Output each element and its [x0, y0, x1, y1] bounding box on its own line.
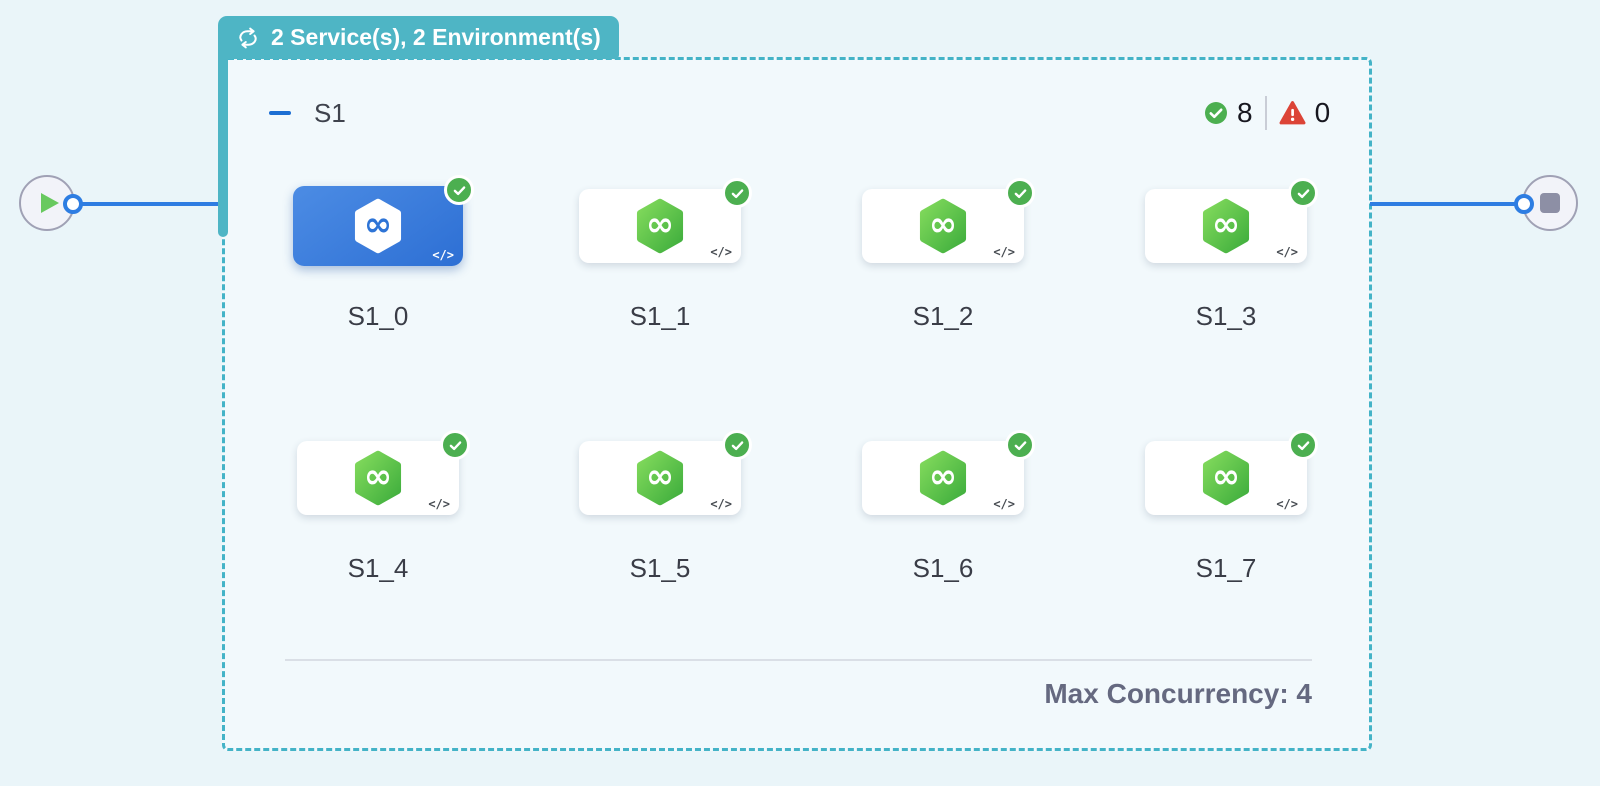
- footer-divider: [285, 659, 1312, 661]
- harness-infinity-icon: ∞: [1200, 450, 1252, 507]
- max-concurrency-label: Max Concurrency: 4: [1044, 678, 1312, 709]
- matrix-stage-container: [222, 57, 1372, 751]
- service-card-s1-4[interactable]: ∞ </> S1_4: [297, 430, 470, 583]
- stage-status-counts: 8 0: [1204, 96, 1330, 130]
- connector-line-left: [78, 202, 228, 206]
- infinity-glyph: ∞: [363, 203, 393, 244]
- count-divider: [1264, 96, 1267, 130]
- warning-triangle-icon: [1279, 100, 1306, 126]
- play-icon: [34, 191, 61, 215]
- infinity-glyph: ∞: [1211, 203, 1241, 244]
- service-card-s1-1[interactable]: ∞ </> S1_1: [579, 178, 752, 331]
- stage-name: S1: [314, 98, 346, 128]
- harness-infinity-icon: ∞: [634, 198, 686, 255]
- service-card-s1-3[interactable]: ∞ </> S1_3: [1145, 178, 1318, 331]
- code-icon: </>: [710, 245, 732, 259]
- check-circle-icon: [722, 430, 752, 460]
- badge-label: 2 Service(s), 2 Environment(s): [271, 24, 601, 50]
- infinity-glyph: ∞: [1211, 455, 1241, 496]
- code-icon: </>: [993, 497, 1015, 511]
- service-card-label: S1_1: [629, 301, 691, 331]
- service-card-box[interactable]: ∞ </>: [579, 178, 752, 263]
- service-card-box[interactable]: ∞ </>: [1145, 178, 1318, 263]
- connector-line-right: [1370, 202, 1518, 206]
- check-circle-icon: [722, 178, 752, 208]
- service-card-s1-5[interactable]: ∞ </> S1_5: [579, 430, 752, 583]
- harness-infinity-icon: ∞: [352, 198, 404, 255]
- service-card-label: S1_4: [347, 553, 409, 583]
- service-card-label: S1_2: [912, 301, 974, 331]
- service-card-s1-7[interactable]: ∞ </> S1_7: [1145, 430, 1318, 583]
- harness-infinity-icon: ∞: [917, 198, 969, 255]
- check-circle-icon: [1005, 178, 1035, 208]
- service-card-label: S1_7: [1195, 553, 1257, 583]
- check-circle-icon: [444, 175, 474, 205]
- connector-port-left: [63, 194, 83, 214]
- service-card-box[interactable]: ∞ </>: [1145, 430, 1318, 515]
- check-circle-icon: [440, 430, 470, 460]
- infinity-glyph: ∞: [645, 455, 675, 496]
- check-circle-icon: [1288, 430, 1318, 460]
- service-card-box[interactable]: ∞ </>: [862, 430, 1035, 515]
- harness-infinity-icon: ∞: [634, 450, 686, 507]
- code-icon: </>: [710, 497, 732, 511]
- service-card-box[interactable]: ∞ </>: [579, 430, 752, 515]
- harness-infinity-icon: ∞: [1200, 198, 1252, 255]
- service-card-label: S1_0: [347, 301, 409, 331]
- check-circle-icon: [1204, 101, 1228, 125]
- infinity-glyph: ∞: [645, 203, 675, 244]
- code-icon: </>: [1276, 245, 1298, 259]
- code-icon: </>: [428, 497, 450, 511]
- harness-infinity-icon: ∞: [352, 450, 404, 507]
- service-card-label: S1_3: [1195, 301, 1257, 331]
- service-card-label: S1_5: [629, 553, 691, 583]
- service-card-box[interactable]: ∞ </>: [297, 430, 470, 515]
- service-card-s1-0[interactable]: ∞ </> S1_0: [293, 175, 474, 331]
- connector-port-right: [1514, 194, 1534, 214]
- service-card-s1-6[interactable]: ∞ </> S1_6: [862, 430, 1035, 583]
- infinity-glyph: ∞: [928, 455, 958, 496]
- service-card-s1-2[interactable]: ∞ </> S1_2: [862, 178, 1035, 331]
- service-card-box[interactable]: ∞ </>: [293, 175, 474, 266]
- minus-icon: [269, 111, 291, 115]
- service-card-label: S1_6: [912, 553, 974, 583]
- failed-count: 0: [1314, 97, 1331, 128]
- loop-icon: [236, 26, 260, 50]
- service-card-box[interactable]: ∞ </>: [862, 178, 1035, 263]
- badge-tail: [218, 45, 228, 237]
- check-circle-icon: [1288, 178, 1318, 208]
- code-icon: </>: [993, 245, 1015, 259]
- collapse-stage-button[interactable]: [266, 100, 294, 126]
- stop-icon: [1540, 193, 1560, 213]
- code-icon: </>: [1276, 497, 1298, 511]
- check-circle-icon: [1005, 430, 1035, 460]
- success-count: 8: [1237, 97, 1253, 128]
- harness-infinity-icon: ∞: [917, 450, 969, 507]
- infinity-glyph: ∞: [928, 203, 958, 244]
- code-icon: </>: [432, 248, 454, 262]
- infinity-glyph: ∞: [363, 455, 393, 496]
- services-environments-badge[interactable]: 2 Service(s), 2 Environment(s): [218, 16, 619, 59]
